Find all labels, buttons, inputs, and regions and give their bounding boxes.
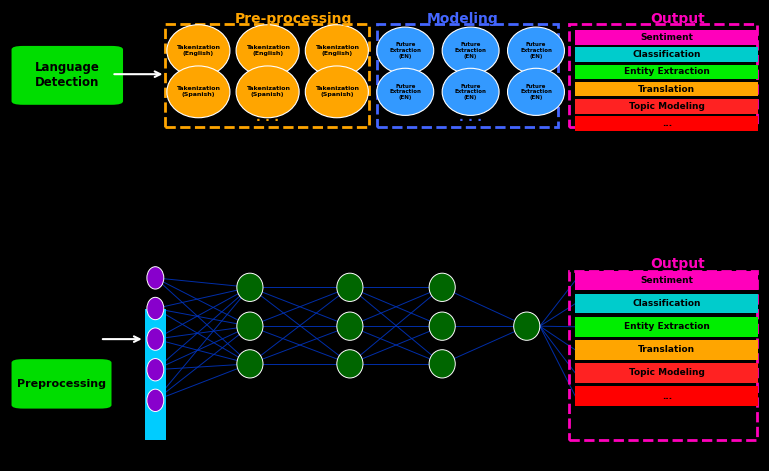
Ellipse shape [236, 24, 299, 77]
Text: Entity Extraction: Entity Extraction [624, 67, 710, 76]
Text: Future
Extraction
(EN): Future Extraction (EN) [389, 42, 421, 59]
Text: Future
Extraction
(EN): Future Extraction (EN) [454, 83, 487, 100]
Text: Preprocessing: Preprocessing [17, 379, 106, 389]
Ellipse shape [377, 68, 434, 115]
Ellipse shape [305, 66, 368, 118]
Text: Classification: Classification [632, 50, 701, 59]
Text: Output: Output [650, 257, 704, 271]
Text: Future
Extraction
(EN): Future Extraction (EN) [389, 83, 421, 100]
Ellipse shape [237, 273, 263, 301]
FancyBboxPatch shape [575, 386, 758, 406]
FancyBboxPatch shape [575, 48, 758, 62]
Ellipse shape [377, 27, 434, 74]
Text: Future
Extraction
(EN): Future Extraction (EN) [520, 83, 552, 100]
Text: Takenization
(Spanish): Takenization (Spanish) [245, 87, 290, 97]
Ellipse shape [147, 267, 164, 289]
Ellipse shape [237, 349, 263, 378]
Text: Language
Detection: Language Detection [35, 61, 100, 89]
Ellipse shape [429, 349, 455, 378]
Text: Takenization
(English): Takenization (English) [315, 45, 359, 56]
Ellipse shape [236, 66, 299, 118]
Ellipse shape [337, 273, 363, 301]
Text: Sentiment: Sentiment [641, 33, 693, 42]
FancyBboxPatch shape [575, 116, 758, 131]
Ellipse shape [147, 389, 164, 412]
Text: Modeling: Modeling [427, 12, 498, 26]
Text: ...: ... [661, 391, 672, 400]
Text: . . .: . . . [256, 111, 279, 124]
Ellipse shape [167, 24, 230, 77]
Text: Takenization
(English): Takenization (English) [176, 45, 221, 56]
FancyBboxPatch shape [575, 30, 758, 45]
Ellipse shape [237, 312, 263, 340]
FancyBboxPatch shape [575, 317, 758, 337]
Text: Sentiment: Sentiment [641, 276, 693, 285]
Text: Classification: Classification [632, 299, 701, 308]
Ellipse shape [167, 66, 230, 118]
Ellipse shape [442, 68, 499, 115]
Text: Entity Extraction: Entity Extraction [624, 322, 710, 331]
Ellipse shape [442, 27, 499, 74]
Ellipse shape [147, 358, 164, 381]
FancyBboxPatch shape [575, 340, 758, 360]
FancyBboxPatch shape [575, 99, 758, 114]
Text: Takenization
(Spanish): Takenization (Spanish) [176, 87, 221, 97]
Text: Future
Extraction
(EN): Future Extraction (EN) [520, 42, 552, 59]
Ellipse shape [508, 27, 564, 74]
Ellipse shape [147, 297, 164, 320]
Text: Takenization
(English): Takenization (English) [245, 45, 290, 56]
Ellipse shape [429, 312, 455, 340]
Text: Pre-processing: Pre-processing [235, 12, 352, 26]
Text: ...: ... [661, 119, 672, 128]
FancyBboxPatch shape [12, 46, 123, 105]
Ellipse shape [429, 273, 455, 301]
FancyBboxPatch shape [575, 65, 758, 79]
Ellipse shape [337, 312, 363, 340]
Ellipse shape [147, 328, 164, 350]
FancyBboxPatch shape [575, 363, 758, 383]
Text: Future
Extraction
(EN): Future Extraction (EN) [454, 42, 487, 59]
FancyBboxPatch shape [575, 294, 758, 314]
Ellipse shape [508, 68, 564, 115]
Text: Output: Output [650, 12, 704, 26]
FancyBboxPatch shape [575, 82, 758, 97]
Text: Takenization
(Spanish): Takenization (Spanish) [315, 87, 359, 97]
Text: . . .: . . . [459, 111, 482, 124]
FancyBboxPatch shape [145, 309, 166, 440]
FancyBboxPatch shape [575, 271, 758, 291]
Ellipse shape [514, 312, 540, 340]
Text: Topic Modeling: Topic Modeling [629, 102, 704, 111]
Text: Translation: Translation [638, 85, 695, 94]
FancyBboxPatch shape [12, 359, 112, 408]
Ellipse shape [337, 349, 363, 378]
Text: Translation: Translation [638, 345, 695, 354]
Text: Topic Modeling: Topic Modeling [629, 368, 704, 377]
Ellipse shape [305, 24, 368, 77]
